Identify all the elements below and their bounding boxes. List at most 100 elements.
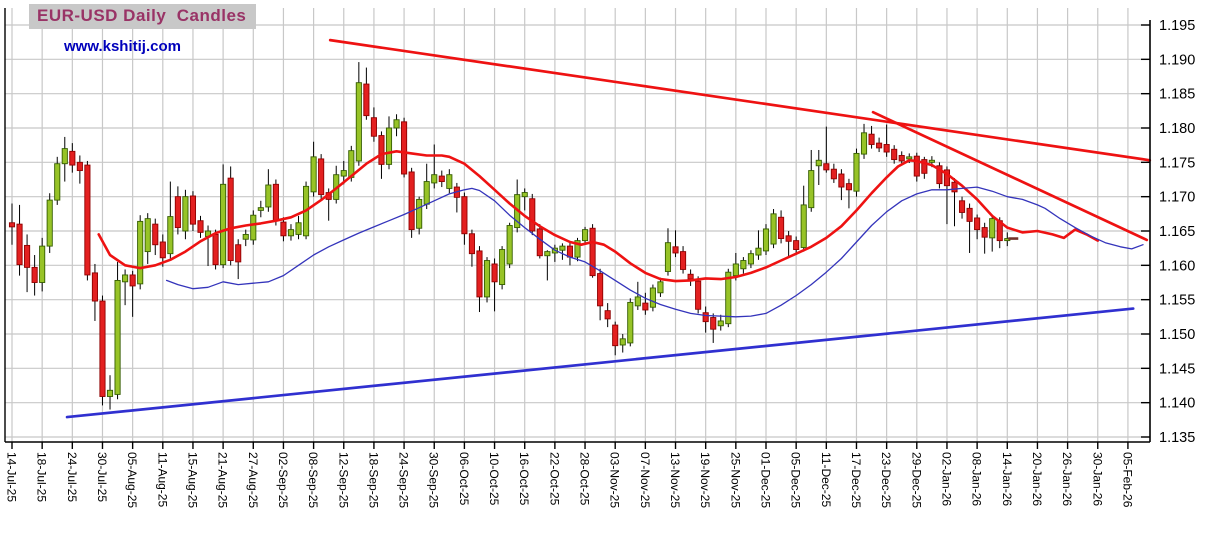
x-axis-label: 15-Aug-25	[185, 452, 199, 508]
candle-up	[287, 229, 295, 237]
y-axis-label: 1.145	[1159, 361, 1195, 377]
candle-down	[159, 241, 166, 259]
x-axis-label: 05-Aug-25	[125, 452, 139, 508]
slow-ma-blue	[165, 186, 1144, 318]
candle-up	[544, 251, 551, 257]
candle-up	[242, 233, 249, 240]
y-axis-label: 1.175	[1159, 155, 1195, 171]
candle-up	[581, 229, 589, 242]
candle-up	[250, 214, 257, 241]
x-axis-label: 08-Sep-25	[306, 452, 320, 508]
candle-down	[468, 233, 475, 255]
candle-down	[913, 155, 920, 177]
candle-up	[483, 260, 491, 298]
x-axis-label: 30-Jan-26	[1090, 452, 1104, 506]
y-axis-label: 1.135	[1159, 430, 1195, 446]
candle-down	[589, 227, 596, 277]
candle-down	[898, 155, 905, 162]
candle-up	[393, 119, 400, 129]
x-axis-label: 13-Nov-25	[668, 452, 682, 508]
candle-down	[280, 221, 287, 237]
candle-down	[680, 251, 687, 270]
candle-up	[989, 218, 996, 239]
candle-down	[461, 196, 468, 235]
x-axis-label: 05-Dec-25	[789, 452, 803, 508]
candle-down	[778, 216, 785, 240]
chart-title-box: EUR-USD Daily Candles	[29, 4, 257, 29]
candle-down	[597, 273, 604, 307]
candle-up	[257, 207, 264, 211]
candle-down	[830, 168, 837, 180]
candle-up	[521, 192, 528, 198]
watermark-link[interactable]: www.kshitij.com	[64, 38, 181, 55]
candle-down	[189, 195, 197, 225]
candle-up	[61, 148, 68, 165]
candle-down	[868, 133, 875, 145]
candle-down	[785, 235, 792, 242]
x-axis-label: 11-Dec-25	[819, 452, 833, 507]
candle-down	[476, 250, 483, 298]
x-axis-label: 21-Aug-25	[216, 452, 230, 508]
candle-up	[423, 181, 430, 205]
candle-down	[672, 246, 679, 254]
candle-up	[657, 281, 664, 294]
candle-up	[740, 260, 747, 270]
candle-down	[408, 171, 415, 231]
candle-down	[876, 142, 883, 149]
x-axis-label: 30-Sep-25	[427, 452, 441, 508]
y-axis-label: 1.180	[1159, 121, 1195, 137]
candle-down	[936, 165, 943, 185]
candle-down	[943, 169, 951, 187]
candle-up	[431, 174, 438, 184]
candle-down	[687, 273, 694, 280]
candle-down	[99, 300, 106, 397]
candle-up	[310, 156, 317, 193]
candle-down	[212, 233, 219, 266]
candle-down	[891, 148, 898, 161]
x-axis-label: 07-Nov-25	[638, 452, 652, 508]
x-axis-label: 27-Aug-25	[246, 452, 260, 508]
candle-up	[182, 196, 189, 232]
candle-up	[114, 279, 121, 395]
x-axis-label: 17-Dec-25	[849, 452, 863, 508]
candle-up	[54, 163, 61, 201]
x-axis-label: 25-Nov-25	[728, 452, 742, 508]
x-axis-label: 03-Nov-25	[608, 452, 622, 508]
candle-down	[16, 223, 23, 266]
candle-up	[770, 213, 777, 245]
candle-up	[340, 170, 347, 177]
candle-down	[8, 222, 16, 228]
candle-up	[295, 222, 302, 235]
candle-down	[318, 158, 325, 196]
x-axis-label: 10-Oct-25	[487, 452, 501, 506]
x-axis-label: 16-Oct-25	[517, 452, 531, 506]
candle-up	[106, 389, 114, 397]
x-axis-label: 01-Dec-25	[759, 452, 773, 508]
candle-down	[845, 183, 852, 191]
candle-down	[566, 245, 574, 258]
y-axis-label: 1.195	[1159, 18, 1195, 34]
candle-up	[634, 296, 641, 307]
x-axis-label: 02-Jan-26	[939, 452, 953, 506]
x-axis-label: 12-Sep-25	[336, 452, 350, 508]
candle-up	[559, 245, 566, 251]
x-axis-label: 14-Jul-25	[5, 452, 19, 502]
candle-down	[838, 173, 845, 188]
x-axis-label: 02-Sep-25	[276, 452, 290, 508]
candle-up	[717, 320, 724, 327]
candle-up	[928, 159, 935, 163]
y-axis-label: 1.170	[1159, 190, 1195, 206]
x-axis-label: 06-Oct-25	[457, 452, 471, 506]
x-axis-label: 24-Sep-25	[397, 452, 411, 508]
candle-up	[446, 174, 453, 189]
candle-up	[167, 216, 174, 255]
candle-up	[574, 240, 581, 258]
x-axis-label: 18-Jul-25	[35, 452, 49, 502]
x-axis-label: 20-Jan-26	[1030, 452, 1044, 506]
candle-down	[529, 198, 536, 232]
candle-up	[385, 127, 393, 165]
candle-down	[24, 244, 31, 268]
candle-up	[725, 271, 732, 325]
candle-down	[612, 324, 619, 347]
